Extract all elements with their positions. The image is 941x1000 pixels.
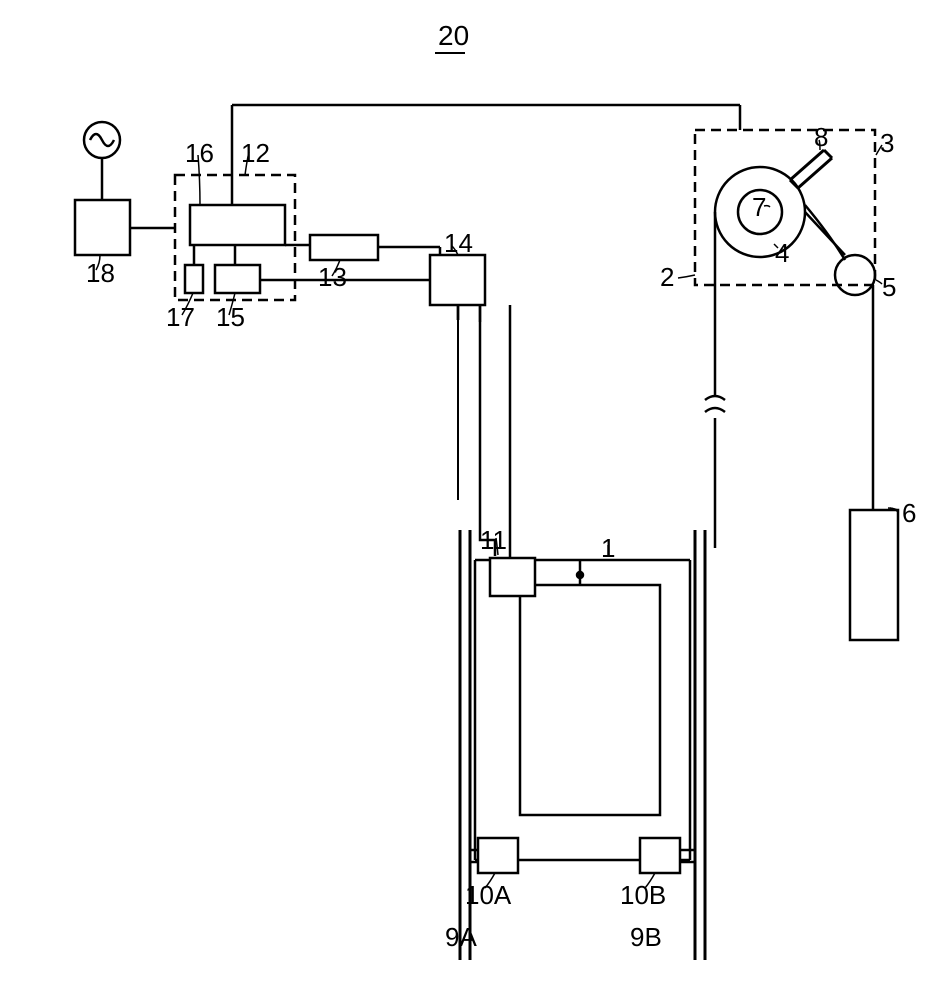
- label-8: 8: [814, 122, 828, 153]
- label-1: 1: [601, 533, 615, 564]
- label-14: 14: [444, 228, 473, 259]
- label-10A: 10A: [465, 880, 511, 911]
- label-9B: 9B: [630, 922, 662, 953]
- label-7: 7: [752, 192, 766, 223]
- label-17: 17: [166, 302, 195, 333]
- label-10B: 10B: [620, 880, 666, 911]
- label-16: 16: [185, 138, 214, 169]
- label-4: 4: [775, 238, 789, 269]
- label-3: 3: [880, 128, 894, 159]
- label-12: 12: [241, 138, 270, 169]
- label-6: 6: [902, 498, 916, 529]
- label-18: 18: [86, 258, 115, 289]
- diagram-canvas: 20: [0, 0, 941, 1000]
- label-2: 2: [660, 262, 674, 293]
- label-9A: 9A: [445, 922, 477, 953]
- schematic-svg-main: [0, 0, 941, 1000]
- label-5: 5: [882, 272, 896, 303]
- label-15: 15: [216, 302, 245, 333]
- label-11: 11: [480, 525, 507, 556]
- label-13: 13: [318, 262, 347, 293]
